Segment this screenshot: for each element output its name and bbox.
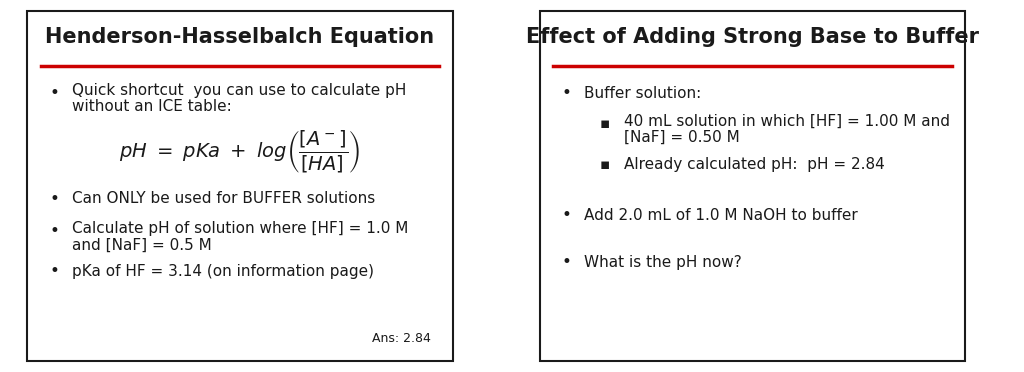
Text: Henderson-Hasselbalch Equation: Henderson-Hasselbalch Equation bbox=[45, 27, 434, 47]
Text: Effect of Adding Strong Base to Buffer: Effect of Adding Strong Base to Buffer bbox=[525, 27, 979, 47]
FancyBboxPatch shape bbox=[540, 12, 965, 360]
Text: ▪: ▪ bbox=[599, 116, 609, 131]
Text: •: • bbox=[49, 222, 59, 240]
Text: Ans: 2.84: Ans: 2.84 bbox=[372, 332, 430, 345]
Text: Calculate pH of solution where [HF] = 1.0 M: Calculate pH of solution where [HF] = 1.… bbox=[72, 221, 408, 237]
Text: [NaF] = 0.50 M: [NaF] = 0.50 M bbox=[624, 130, 739, 145]
Text: Buffer solution:: Buffer solution: bbox=[584, 86, 701, 101]
Text: •: • bbox=[561, 253, 571, 271]
Text: $pH \ = \ pKa \ + \ log\left(\dfrac{[A^-]}{[HA]}\right)$: $pH \ = \ pKa \ + \ log\left(\dfrac{[A^-… bbox=[120, 128, 360, 175]
Text: pKa of HF = 3.14 (on information page): pKa of HF = 3.14 (on information page) bbox=[72, 264, 374, 279]
Text: ▪: ▪ bbox=[599, 157, 609, 172]
Text: Quick shortcut  you can use to calculate pH: Quick shortcut you can use to calculate … bbox=[72, 83, 406, 98]
Text: •: • bbox=[561, 206, 571, 224]
Text: Can ONLY be used for BUFFER solutions: Can ONLY be used for BUFFER solutions bbox=[72, 191, 375, 206]
Text: and [NaF] = 0.5 M: and [NaF] = 0.5 M bbox=[72, 237, 211, 253]
FancyBboxPatch shape bbox=[28, 12, 453, 360]
Text: •: • bbox=[49, 190, 59, 208]
Text: Add 2.0 mL of 1.0 M NaOH to buffer: Add 2.0 mL of 1.0 M NaOH to buffer bbox=[584, 208, 857, 222]
Text: •: • bbox=[561, 84, 571, 102]
Text: without an ICE table:: without an ICE table: bbox=[72, 99, 231, 114]
Text: Already calculated pH:  pH = 2.84: Already calculated pH: pH = 2.84 bbox=[624, 157, 885, 172]
Text: What is the pH now?: What is the pH now? bbox=[584, 255, 741, 270]
Text: 40 mL solution in which [HF] = 1.00 M and: 40 mL solution in which [HF] = 1.00 M an… bbox=[624, 114, 949, 129]
Text: •: • bbox=[49, 263, 59, 280]
Text: •: • bbox=[49, 84, 59, 102]
